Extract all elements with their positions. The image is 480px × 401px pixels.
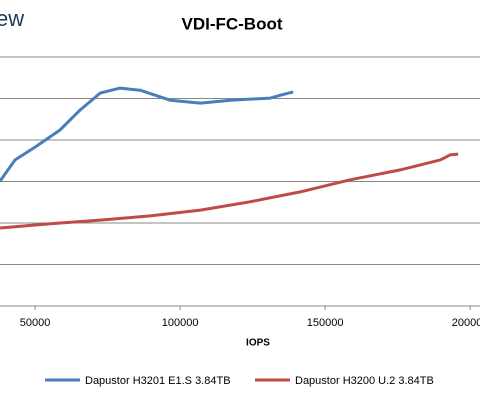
series-line — [0, 152, 459, 230]
legend-label: Dapustor H3200 U.2 3.84TB — [295, 375, 434, 387]
x-tick-label: 50000 — [20, 317, 51, 329]
chart-title: VDI-FC-Boot — [181, 14, 282, 33]
logo: ew — [0, 6, 24, 31]
x-axis-label: IOPS — [246, 338, 270, 349]
x-tick-label: 150000 — [307, 317, 344, 329]
x-tick-label: 200000 — [452, 317, 480, 329]
x-tick-label: 100000 — [162, 317, 199, 329]
series-line — [0, 86, 294, 182]
legend-label: Dapustor H3201 E1.S 3.84TB — [85, 375, 231, 387]
